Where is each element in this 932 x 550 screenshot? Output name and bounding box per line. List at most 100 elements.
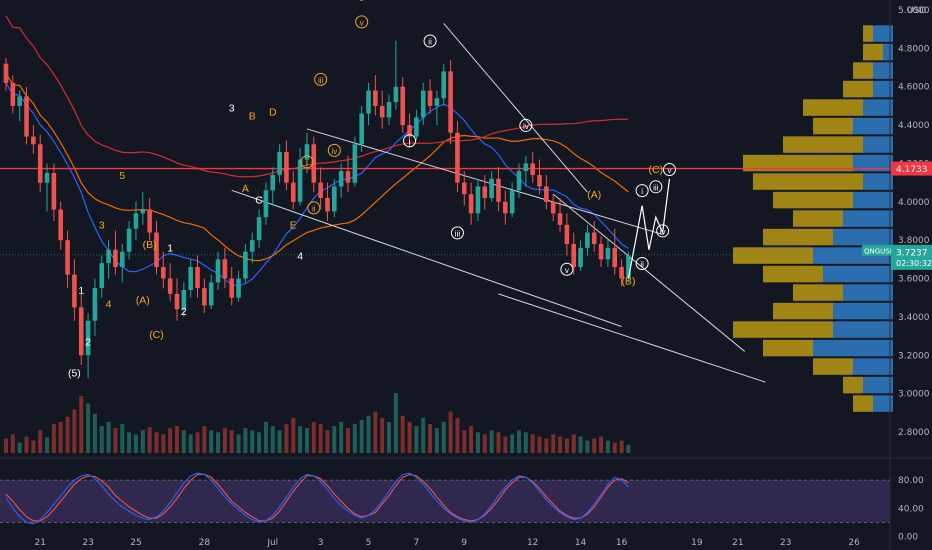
candle-body [113,249,118,268]
volume-bar [455,417,460,453]
volume-bar [38,430,43,453]
candle-body [236,278,241,298]
wave-label: 5 [119,170,125,182]
volume-bar [585,440,590,453]
trendline[interactable] [443,23,588,193]
candle-body [92,288,98,321]
volume-bar [216,432,221,453]
price-tick-label: 3.8000 [898,236,930,246]
volume-bar [407,421,412,453]
volume-bar [311,421,316,453]
candle-body [626,255,631,279]
time-axis[interactable]: 21 23 25 28 Jul 3 5 7 9 12 14 16 19 21 23 26 [34,538,860,548]
price-tick-label: 2.8000 [898,428,930,438]
trendlines[interactable] [231,23,766,383]
profile-bin-up [863,173,893,190]
wave-label-circle [423,34,437,48]
candle-body [338,171,344,187]
profile-bin-down [783,136,863,153]
candle-body [537,174,542,187]
candle-body [263,190,269,218]
candle-body [119,251,125,268]
candle-body [530,163,535,175]
volume-bar [298,426,303,453]
wave-label: iii [455,229,461,238]
wave-label-circle [635,257,649,271]
volume-bar [510,434,515,453]
wave-label-circle [403,134,417,148]
volume-bar [304,428,309,453]
trendline[interactable] [498,293,766,383]
candle-body [400,86,406,126]
wave-label: v [360,18,364,27]
volume-bar [99,426,104,453]
profile-bin-down [853,395,873,412]
price-tick-label: 4.0000 [898,198,930,208]
wave-label: 3 [99,220,105,232]
wave-label: (B) [143,239,157,251]
volume-bar [65,416,70,453]
wave-label: 5 [359,0,365,3]
volume-bar [140,430,145,453]
volume-bar [161,434,166,453]
volume-bar [154,432,159,453]
candle-body [591,232,597,245]
trendline[interactable] [552,193,746,352]
wave-label: ii [428,38,432,47]
trendline[interactable] [231,189,622,327]
profile-bin-down [803,99,863,116]
wave-label: 4 [106,298,112,310]
projection-path-line[interactable] [627,178,671,279]
volume-bar [31,440,36,453]
candle-body [31,136,36,145]
candle-body [202,288,207,306]
profile-bin-up [873,62,893,79]
profile-bin-up [833,302,893,320]
time-tick-label: 23 [780,538,791,548]
candle-body [578,247,583,268]
moving-average-line [5,15,629,178]
candle-body [140,209,146,214]
volume-bar [257,432,262,453]
profile-bin-up [853,117,893,135]
stoch-axis-label: 40.00 [898,504,924,514]
price-tick-label: 5.0000 [898,6,930,16]
volume-bar [127,432,132,453]
volume-bar [619,440,624,453]
volume-bar [92,413,97,453]
wave-label: iv [660,227,666,236]
profile-bin-down [843,376,863,394]
candle-body [37,144,43,183]
volume-bar [113,428,118,453]
candle-body [414,117,419,137]
candle-body [222,259,228,279]
profile-bin-up [853,358,893,375]
wave-label-circle [656,224,670,238]
wave-label-circle [300,155,314,169]
profile-bin-up [843,210,893,227]
price-axis[interactable]: 5.00004.80004.60004.40004.20004.00003.80… [862,0,932,550]
candle-body [352,144,358,183]
candle-body [133,213,139,229]
volume-bar [284,424,289,453]
wave-label-circle [519,118,533,132]
volume-bar [489,430,494,453]
time-tick-label: 16 [616,538,628,548]
volume-bar [236,434,241,453]
volume-bar [503,436,508,453]
wave-labels[interactable]: (5)12345(A)(B)(C)12ABCDE34iiiiiiivv5iiii… [68,0,676,379]
level-price-tag [891,161,932,176]
candle-body [65,240,70,275]
profile-bin-up [863,99,893,116]
projection-path[interactable] [627,178,671,279]
price-tick-label: 3.6000 [898,275,930,285]
volume-bar [564,438,569,453]
horizontal-level-line[interactable] [0,167,890,256]
candle-body [509,190,515,214]
current-price-text: 3.7237 [896,248,928,258]
candle-body [448,71,453,133]
volume-bar [352,424,357,453]
profile-bin-up [873,80,893,98]
price-tick-label: 4.4000 [898,121,930,131]
